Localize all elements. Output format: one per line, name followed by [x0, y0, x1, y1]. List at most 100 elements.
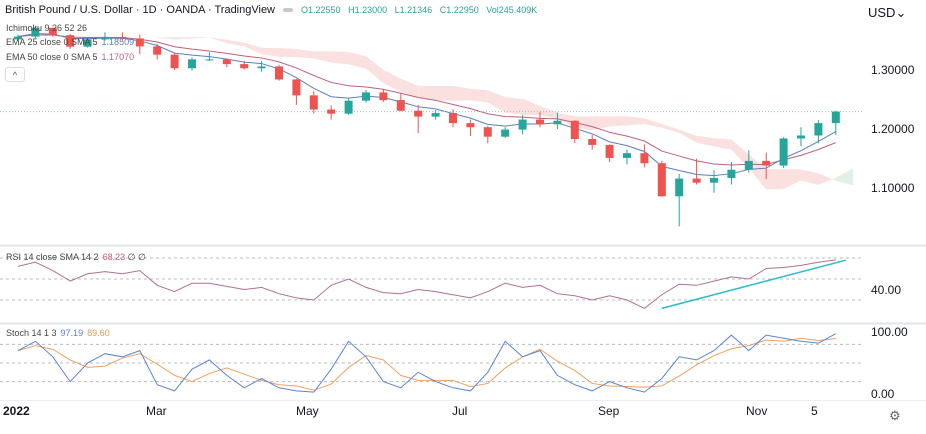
ichimoku-cloud-segment: [348, 52, 366, 69]
candle-body: [536, 119, 544, 125]
ichimoku-cloud-segment: [574, 116, 593, 131]
candle-body: [170, 54, 179, 69]
high-value: H1.23000: [348, 5, 388, 15]
legend-ema50[interactable]: EMA 50 close 0 SMA 5 1.17070: [6, 52, 134, 62]
candle-body: [605, 144, 614, 158]
ichimoku-cloud-segment: [296, 49, 314, 59]
time-tick: Mar: [146, 404, 167, 418]
ichimoku-cloud-segment: [261, 47, 279, 57]
rsi-tick: 40.00: [871, 283, 902, 297]
candle-body: [449, 113, 457, 124]
ohlc-readout: O1.22550 H1.23000 L1.21346 C1.22950 Vol2…: [301, 5, 542, 15]
candle-body: [727, 169, 736, 178]
currency-selector[interactable]: USD⌄: [868, 5, 906, 21]
settings-gear-icon[interactable]: ⚙: [889, 408, 901, 423]
candle-body: [692, 178, 701, 183]
ichimoku-cloud-segment: [627, 116, 645, 126]
ichimoku-cloud-segment: [505, 97, 523, 116]
candle-body: [101, 36, 109, 40]
candle-body: [640, 153, 649, 164]
ichimoku-cloud-segment: [592, 116, 610, 131]
ichimoku-cloud-segment: [383, 69, 401, 92]
ichimoku-cloud-segment: [453, 85, 471, 101]
candle-body: [414, 110, 423, 117]
ema50-label: EMA 50 close 0 SMA 5: [6, 52, 98, 62]
ichimoku-cloud-segment: [435, 85, 453, 101]
candle-body: [396, 100, 405, 111]
ichimoku-cloud-segment: [714, 138, 732, 150]
candle-body: [762, 160, 771, 166]
candle-body: [814, 123, 823, 136]
ema25-value: 1.18509: [101, 37, 135, 47]
ichimoku-cloud-segment: [766, 169, 784, 190]
stoch-label: Stoch 14 1 3: [6, 328, 57, 338]
currency-label: USD: [868, 5, 896, 20]
chevron-up-icon: ^: [12, 70, 18, 80]
ichimoku-cloud-segment: [661, 123, 680, 133]
ichimoku-cloud-segment: [540, 105, 558, 119]
candle-body: [553, 120, 562, 125]
more-icon[interactable]: [283, 8, 294, 12]
candle-body: [14, 36, 22, 40]
stoch-d-line: [17, 337, 836, 391]
rsi-value: 68.23: [102, 252, 126, 262]
chevron-down-icon: ⌄: [895, 5, 907, 20]
ichimoku-cloud-segment: [157, 37, 175, 40]
candle-body: [362, 92, 370, 101]
ichimoku-cloud-segment: [644, 118, 662, 128]
candle-body: [344, 100, 353, 114]
legend-ema25[interactable]: EMA 25 close 0 SMA 5 1.18509: [6, 37, 134, 47]
candle-body: [31, 27, 40, 37]
ichimoku-cloud-segment: [313, 51, 332, 63]
ichimoku-label: Ichimoku 9 26 52 26: [6, 23, 88, 33]
ichimoku-cloud-segment: [487, 90, 506, 113]
candle-body: [379, 92, 388, 101]
ema25-label: EMA 25 close 0 SMA 5: [6, 37, 98, 47]
time-tick: Sep: [598, 404, 620, 418]
candle-body: [657, 163, 666, 197]
rsi-line: [17, 259, 836, 309]
time-tick: 2022: [3, 404, 30, 418]
candle-body: [588, 139, 597, 145]
ichimoku-cloud-segment: [331, 51, 349, 65]
rsi-label: RSI 14 close SMA 14 2: [6, 252, 99, 262]
ichimoku-cloud-segment: [122, 32, 140, 34]
candle-body: [797, 135, 805, 139]
legend-ichimoku[interactable]: Ichimoku 9 26 52 26: [6, 23, 87, 33]
open-value: O1.22550: [301, 5, 341, 15]
ema50-value: 1.17070: [101, 52, 135, 62]
stoch-tick: 0.00: [871, 387, 895, 401]
candle-body: [483, 127, 492, 137]
chart-header: British Pound / U.S. Dollar · 1D · OANDA…: [5, 4, 542, 16]
stoch-k-value: 97.19: [60, 328, 84, 338]
candle-body: [466, 123, 475, 128]
ichimoku-cloud-segment: [139, 32, 158, 38]
candle-body: [205, 59, 214, 61]
candle-body: [501, 129, 510, 137]
ichimoku-cloud-segment: [522, 98, 540, 116]
ichimoku-cloud-segment: [679, 129, 697, 143]
candle-body: [710, 177, 718, 183]
ichimoku-cloud-segment: [835, 168, 854, 186]
time-tick: 5: [811, 404, 818, 418]
legend-stoch[interactable]: Stoch 14 1 3 97.19 89.60: [6, 328, 110, 338]
stoch-tick: 100.00: [871, 325, 908, 339]
collapse-legend-button[interactable]: ^: [5, 67, 25, 82]
legend-rsi[interactable]: RSI 14 close SMA 14 2 68.23 ∅ ∅: [6, 252, 146, 263]
candle-body: [831, 111, 840, 124]
close-value: C1.22950: [439, 5, 479, 15]
ichimoku-cloud-segment: [209, 37, 227, 44]
stoch-d-value: 89.60: [87, 328, 110, 338]
ichimoku-cloud-segment: [192, 37, 210, 39]
ichimoku-cloud-segment: [696, 135, 714, 147]
stoch-k-line: [17, 333, 837, 393]
ichimoku-cloud-segment: [418, 85, 436, 101]
price-tick: 1.20000: [871, 122, 915, 136]
candle-body: [275, 66, 283, 80]
ema50-line: [17, 34, 836, 166]
ichimoku-cloud-segment: [801, 169, 819, 185]
rsi-extra: ∅ ∅: [127, 252, 146, 262]
candle-body: [675, 178, 684, 197]
ema25-line: [17, 33, 837, 177]
